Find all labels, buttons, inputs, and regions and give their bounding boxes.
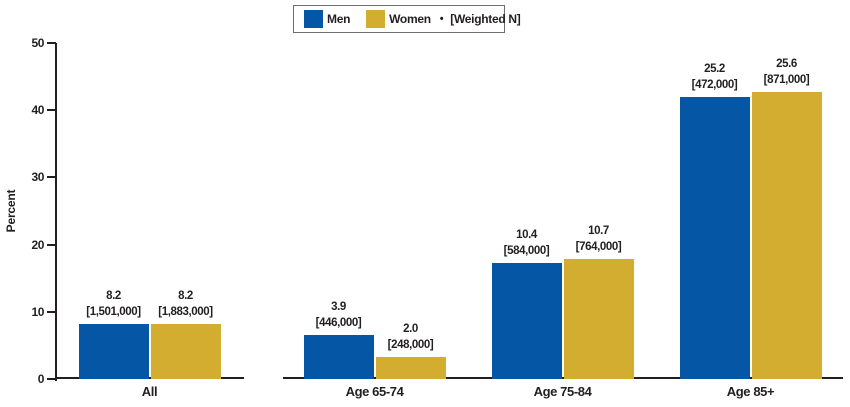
bar-men-age-65-74 bbox=[303, 335, 374, 379]
y-tick-label: 20 bbox=[31, 237, 44, 252]
bar-label: 10.4 [584,000] bbox=[504, 227, 550, 259]
bar-value-label: 10.4 bbox=[516, 228, 537, 241]
y-tick-label: 0 bbox=[37, 372, 45, 386]
bar-label: 8.2 [1,501,000] bbox=[86, 288, 141, 320]
bar-weighted-n-label: [1,883,000] bbox=[158, 305, 213, 318]
x-axis-baseline-all-panel bbox=[55, 377, 244, 379]
y-tick-label: 10 bbox=[31, 304, 44, 319]
bar-women-age-85- bbox=[751, 92, 822, 379]
bar-value-label: 25.2 bbox=[704, 62, 725, 75]
bar-women-age-75-84 bbox=[563, 259, 634, 379]
bar-label: 25.6 [871,000] bbox=[764, 56, 810, 88]
bar-label: 2.0 [248,000] bbox=[388, 321, 434, 353]
bar-label: 3.9 [446,000] bbox=[316, 299, 362, 331]
bar-weighted-n-label: [871,000] bbox=[763, 74, 810, 87]
y-axis-line bbox=[55, 43, 57, 381]
bar-men-age-85- bbox=[679, 96, 750, 379]
y-tick-label: 50 bbox=[31, 36, 44, 50]
y-tick-label: 30 bbox=[31, 170, 44, 185]
y-tick-mark bbox=[47, 109, 56, 112]
bar-weighted-n-label: [472,000] bbox=[691, 78, 738, 91]
category-label: Age 65-74 bbox=[345, 384, 404, 399]
category-label: Age 85+ bbox=[726, 384, 775, 399]
bar-label: 10.7 [764,000] bbox=[576, 223, 622, 255]
category-label: All bbox=[141, 384, 158, 399]
bar-men-all bbox=[78, 323, 149, 379]
bar-value-label: 3.9 bbox=[331, 301, 346, 314]
bar-weighted-n-label: [584,000] bbox=[503, 244, 550, 257]
legend-women-swatch bbox=[366, 10, 386, 28]
y-axis-title: Percent bbox=[4, 189, 18, 233]
bar-value-label: 8.2 bbox=[178, 289, 193, 302]
y-tick-mark bbox=[47, 42, 56, 44]
bar-value-label: 25.6 bbox=[776, 58, 797, 71]
legend: Men Women • [Weighted N] bbox=[293, 5, 521, 33]
y-tick-mark bbox=[47, 243, 56, 246]
bar-value-label: 2.0 bbox=[403, 322, 418, 335]
bar-weighted-n-label: [446,000] bbox=[315, 317, 362, 330]
bar-value-label: 8.2 bbox=[106, 289, 121, 302]
legend-men-label: Men bbox=[327, 12, 351, 26]
bar-label: 8.2 [1,883,000] bbox=[158, 288, 213, 320]
bar-label: 25.2 [472,000] bbox=[692, 61, 738, 93]
category-label: Age 75-84 bbox=[533, 384, 592, 399]
bar-weighted-n-label: [248,000] bbox=[387, 338, 434, 351]
legend-men-swatch bbox=[304, 10, 323, 28]
bar-men-age-75-84 bbox=[491, 262, 562, 379]
legend-weighted-n-note: [Weighted N] bbox=[450, 12, 521, 26]
bar-weighted-n-label: [1,501,000] bbox=[86, 305, 141, 318]
bar-women-age-65-74 bbox=[375, 356, 446, 379]
y-tick-mark bbox=[47, 378, 56, 380]
bar-women-all bbox=[150, 323, 221, 379]
legend-bullet-icon: • bbox=[439, 13, 444, 25]
y-tick-label: 40 bbox=[31, 103, 44, 118]
legend-women-label: Women bbox=[389, 12, 431, 26]
bar-value-label: 10.7 bbox=[588, 225, 609, 238]
x-axis-baseline-age-panel bbox=[283, 377, 843, 379]
y-tick-mark bbox=[47, 310, 56, 313]
bar-weighted-n-label: [764,000] bbox=[575, 241, 622, 254]
y-tick-mark bbox=[47, 176, 56, 179]
